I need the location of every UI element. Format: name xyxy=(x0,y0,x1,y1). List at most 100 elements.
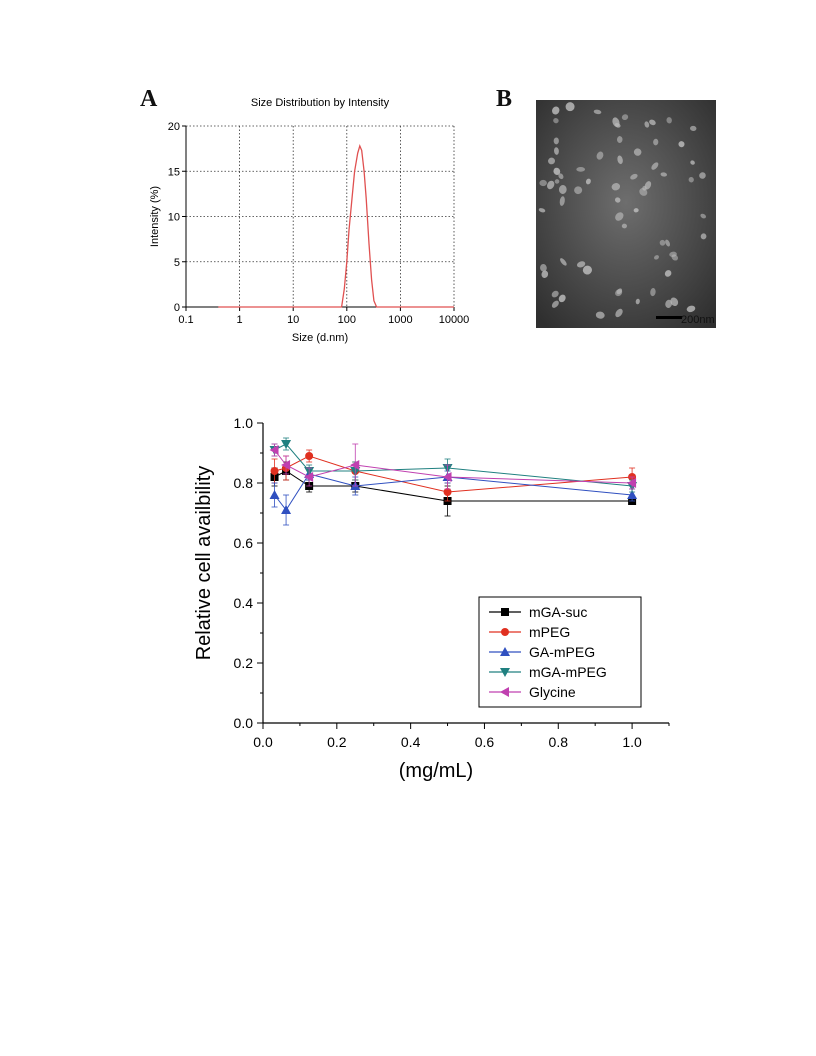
nanoparticle xyxy=(615,308,623,318)
y-tick-label: 0 xyxy=(174,302,180,314)
nanoparticle xyxy=(554,147,559,155)
nanoparticle xyxy=(558,173,564,180)
legend-entry: GA-mPEG xyxy=(529,644,595,660)
series-mGA-mPEG xyxy=(269,437,638,493)
nanoparticle xyxy=(644,121,650,128)
x-tick-label: 100 xyxy=(338,314,356,326)
x-tick-label: 0.4 xyxy=(401,734,421,750)
chart-title: Size Distribution by Intensity xyxy=(251,97,390,109)
x-tick-label: 0.1 xyxy=(178,314,193,326)
data-point xyxy=(305,452,314,460)
nanoparticle xyxy=(553,118,559,124)
series-line xyxy=(274,455,633,493)
series-mPEG xyxy=(270,449,637,502)
nanoparticle xyxy=(633,148,642,156)
x-axis-label: (mg/mL) xyxy=(399,760,473,782)
nanoparticle xyxy=(678,141,685,148)
series-line xyxy=(274,473,633,511)
data-point xyxy=(500,647,510,656)
data-point xyxy=(269,490,280,499)
data-point xyxy=(281,440,292,449)
nanoparticle xyxy=(621,223,627,229)
y-axis-label: Relative cell availbility xyxy=(193,466,215,661)
data-point xyxy=(627,490,638,499)
nanoparticle xyxy=(559,196,565,206)
nanoparticle xyxy=(670,297,679,307)
nanoparticle xyxy=(576,261,586,268)
x-tick-label: 10 xyxy=(287,314,299,326)
nanoparticle xyxy=(612,117,620,127)
nanoparticle xyxy=(547,180,555,190)
data-point xyxy=(281,460,291,470)
nanoparticle xyxy=(635,298,640,305)
nanoparticle xyxy=(611,183,621,191)
y-tick-label: 0.2 xyxy=(234,655,254,671)
nanoparticle xyxy=(558,185,567,194)
x-tick-label: 1 xyxy=(237,314,243,326)
data-point xyxy=(501,608,509,616)
y-tick-label: 0.0 xyxy=(234,715,254,731)
nanoparticle xyxy=(654,255,659,260)
nanoparticle xyxy=(653,138,659,146)
y-tick-label: 15 xyxy=(168,166,180,178)
nanoparticle xyxy=(585,178,591,185)
data-point xyxy=(350,460,360,470)
nanoparticle xyxy=(538,208,546,213)
legend-entry: Glycine xyxy=(529,684,576,700)
nanoparticle xyxy=(651,162,659,170)
nanoparticle xyxy=(541,270,549,278)
nanoparticle xyxy=(616,136,623,143)
y-tick-label: 20 xyxy=(168,121,180,133)
legend: mGA-suc mPEG GA-mPEG mGA-mPEG Glycine xyxy=(478,596,642,708)
y-axis-label: Intensity (%) xyxy=(149,186,161,247)
scale-bar xyxy=(656,316,682,319)
nanoparticle xyxy=(553,137,559,145)
nanoparticle xyxy=(660,172,667,177)
y-tick-label: 0.6 xyxy=(234,535,254,551)
nanoparticle xyxy=(595,311,605,319)
nanoparticle xyxy=(593,109,602,115)
nanoparticle xyxy=(690,125,697,132)
panel-label-a: A xyxy=(140,86,158,112)
data-point xyxy=(443,488,452,496)
nanoparticle xyxy=(644,181,652,190)
data-point xyxy=(281,505,292,514)
data-point xyxy=(500,668,510,677)
nanoparticle xyxy=(621,114,629,121)
nanoparticle xyxy=(665,239,671,247)
nanoparticle xyxy=(574,186,583,195)
data-point xyxy=(270,467,279,475)
data-point xyxy=(269,445,279,455)
x-tick-label: 1.0 xyxy=(622,734,642,750)
panel-label-b: B xyxy=(496,86,513,112)
tem-micrograph xyxy=(536,100,716,328)
nanoparticle xyxy=(699,172,706,179)
nanoparticle xyxy=(688,177,694,183)
nanoparticle xyxy=(686,305,696,313)
nanoparticle xyxy=(576,167,586,172)
y-tick-label: 10 xyxy=(168,212,180,224)
scale-bar-label: 200nm xyxy=(681,314,715,326)
nanoparticle xyxy=(596,151,604,160)
nanoparticle xyxy=(650,288,656,297)
series-line xyxy=(274,470,633,502)
data-point xyxy=(627,478,637,488)
y-tick-label: 0.4 xyxy=(234,595,254,611)
nanoparticle xyxy=(700,213,706,219)
nanoparticle xyxy=(665,299,673,308)
nanoparticle xyxy=(539,179,547,187)
nanoparticle xyxy=(582,265,592,275)
legend-entry: mGA-suc xyxy=(529,604,587,620)
series-GA-mPEG xyxy=(269,467,638,526)
data-point xyxy=(501,628,509,636)
series-line xyxy=(274,443,633,487)
nanoparticle xyxy=(560,258,567,266)
nanoparticle xyxy=(649,119,656,126)
nanoparticle xyxy=(630,173,638,180)
nanoparticle xyxy=(558,294,566,303)
legend-entry: mGA-mPEG xyxy=(529,664,607,680)
nanoparticle xyxy=(633,208,639,213)
x-tick-label: 10000 xyxy=(439,314,470,326)
nanoparticle xyxy=(540,264,547,272)
